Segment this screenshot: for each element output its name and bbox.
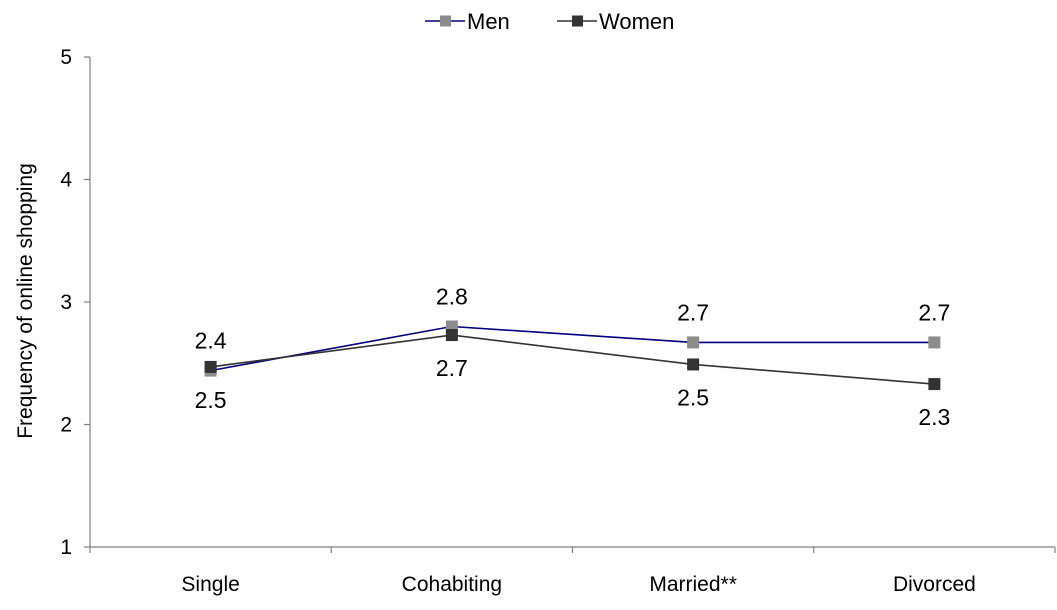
legend-label-women: Women <box>599 9 674 34</box>
data-label-men: 2.8 <box>436 284 468 310</box>
x-tick-label: Married** <box>649 573 737 596</box>
legend-marker-women <box>572 15 583 27</box>
y-axis-title: Frequency of online shopping <box>14 163 37 439</box>
data-point-women <box>687 358 700 371</box>
x-tick-label: Single <box>181 573 239 596</box>
y-tick-label: 4 <box>60 169 72 192</box>
legend: Men Women <box>425 9 674 34</box>
y-tick-label: 2 <box>60 414 72 437</box>
legend-label-men: Men <box>467 9 510 34</box>
data-point-men <box>687 336 700 349</box>
axes: 1 2 3 4 5 Single Cohabiting Married** Divorced <box>60 46 1056 596</box>
data-point-women <box>204 360 217 373</box>
data-point-women <box>928 378 941 391</box>
data-label-men: 2.7 <box>677 299 709 325</box>
data-label-men: 2.7 <box>918 299 950 325</box>
y-tick-label: 3 <box>60 291 72 314</box>
data-point-women <box>445 329 458 342</box>
data-label-women: 2.3 <box>918 404 950 430</box>
data-labels: 2.4 2.8 2.7 2.7 2.5 2.7 2.5 2.3 <box>195 284 951 431</box>
series-group <box>204 320 941 391</box>
data-point-men <box>928 336 941 349</box>
x-tick-label: Cohabiting <box>402 573 502 596</box>
series-line-men <box>210 325 935 372</box>
y-tick-label: 5 <box>60 46 72 69</box>
data-label-women: 2.5 <box>195 387 227 413</box>
data-label-women: 2.7 <box>436 355 468 381</box>
legend-marker-men <box>440 15 451 27</box>
y-tick-label: 1 <box>60 536 72 559</box>
data-label-women: 2.5 <box>677 384 709 410</box>
x-tick-label: Divorced <box>893 573 976 596</box>
data-label-men: 2.4 <box>195 328 227 354</box>
series-line-women <box>210 334 935 385</box>
